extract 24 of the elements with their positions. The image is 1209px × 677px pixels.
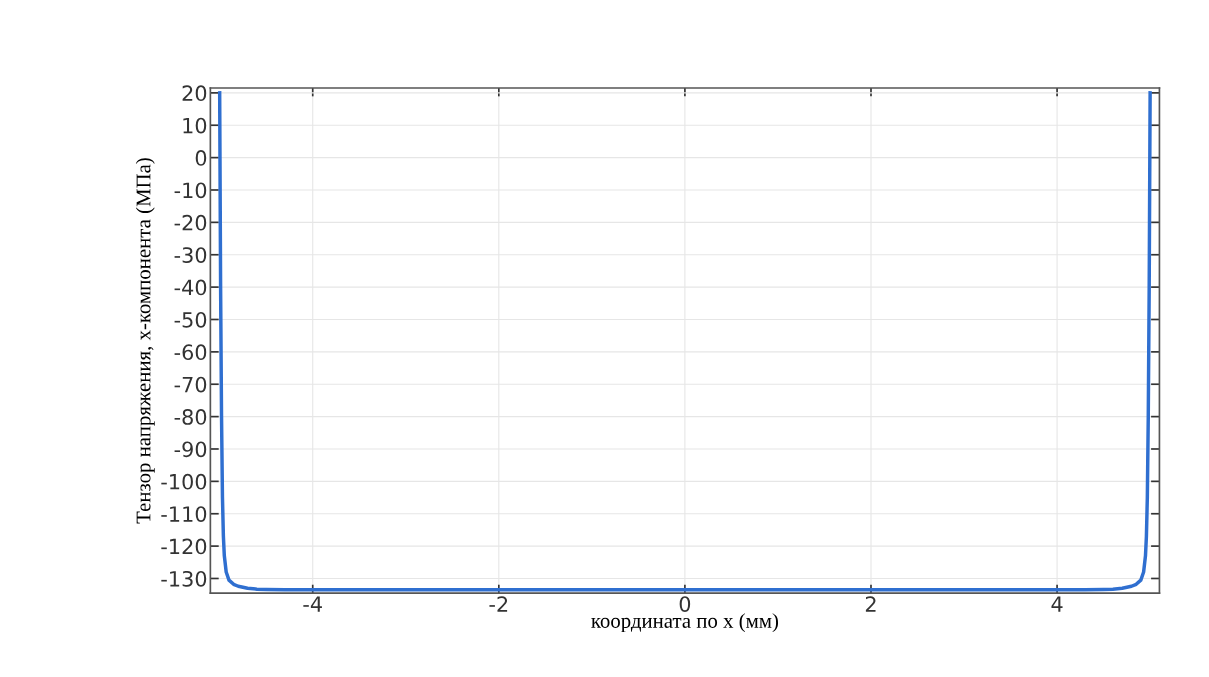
line-series <box>217 91 1152 592</box>
x-tick-label: -2 <box>489 596 508 612</box>
y-axis-title: Тензор напряжения, x-компонента (МПа) <box>135 158 155 524</box>
y-tick-label: -120 <box>161 538 207 555</box>
y-tick-label: -70 <box>174 376 207 393</box>
y-tick-label: 20 <box>182 85 207 102</box>
x-tick-label: 2 <box>865 596 876 612</box>
x-tick-label: 4 <box>1051 596 1063 612</box>
y-tick-label: -60 <box>174 344 207 361</box>
x-tick-label: -4 <box>303 596 322 612</box>
y-tick-label: -40 <box>174 279 207 296</box>
y-tick-label: -10 <box>174 182 207 199</box>
y-tick-label: -90 <box>174 441 207 458</box>
y-tick-label: -30 <box>174 247 207 263</box>
y-tick-label: -80 <box>174 409 207 425</box>
y-tick-label: -110 <box>161 506 207 522</box>
y-tick-label: -20 <box>174 214 207 231</box>
y-tick-label: 10 <box>183 117 207 134</box>
y-tick-label: -50 <box>174 311 207 328</box>
y-tick-label: -130 <box>161 570 207 587</box>
x-axis-title: координата по x (мм) <box>591 613 779 633</box>
y-tick-label: 0 <box>195 150 207 166</box>
y-tick-label: -100 <box>161 473 207 490</box>
x-tick-label: 0 <box>679 596 691 612</box>
